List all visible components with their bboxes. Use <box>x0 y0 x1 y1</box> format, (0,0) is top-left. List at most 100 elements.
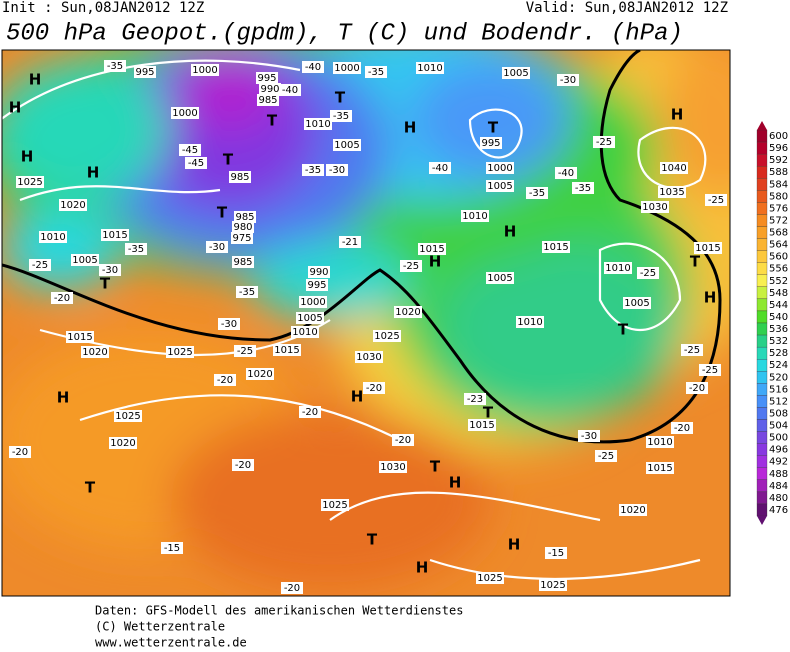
pressure-label: 1025 <box>167 347 192 358</box>
low-marker: T <box>618 321 629 339</box>
low-marker: T <box>223 151 234 169</box>
temperature-label: -35 <box>107 61 123 72</box>
temperature-label: -25 <box>237 346 253 357</box>
label-box <box>694 242 722 254</box>
scale-label: 548 <box>769 288 788 299</box>
label-box <box>705 194 727 206</box>
label-box <box>232 459 254 471</box>
temperature-label: -25 <box>708 195 724 206</box>
label-box <box>539 579 567 591</box>
label-box <box>234 345 256 357</box>
temperature-label: -35 <box>529 188 545 199</box>
temperature-label: -20 <box>235 460 251 471</box>
scale-label: 580 <box>769 191 788 202</box>
scale-label: 528 <box>769 348 788 359</box>
pressure-label: 995 <box>135 67 154 78</box>
temperature-label: -25 <box>684 345 700 356</box>
label-box <box>595 450 617 462</box>
scale-label: 572 <box>769 215 788 226</box>
temperature-label: -35 <box>575 183 591 194</box>
high-marker: H <box>351 388 364 406</box>
label-box <box>171 107 199 119</box>
low-marker: T <box>690 253 701 271</box>
temperature-label: -25 <box>596 137 612 148</box>
temperature-label: -40 <box>558 168 574 179</box>
scale-swatch <box>756 491 768 505</box>
label-box <box>604 262 632 274</box>
high-marker: H <box>704 289 717 307</box>
pressure-label: 995 <box>257 73 276 84</box>
scale-swatch <box>756 443 768 456</box>
high-marker: H <box>671 106 684 124</box>
scale-label: 520 <box>769 372 788 383</box>
scale-swatch <box>756 346 768 360</box>
scale-label: 524 <box>769 360 788 371</box>
label-box <box>273 344 301 356</box>
label-box <box>104 60 126 72</box>
scale-label: 536 <box>769 324 788 335</box>
scale-label: 488 <box>769 469 788 480</box>
pressure-label: 1025 <box>477 573 502 584</box>
scale-label: 508 <box>769 408 788 419</box>
scale-label: 560 <box>769 252 788 263</box>
scale-label: 532 <box>769 336 788 347</box>
temperature-label: -25 <box>640 268 656 279</box>
label-box <box>623 297 651 309</box>
label-box <box>326 164 348 176</box>
label-box <box>418 243 446 255</box>
pressure-label: 1005 <box>487 273 512 284</box>
pressure-label: 1025 <box>540 580 565 591</box>
label-box <box>365 66 387 78</box>
label-box <box>557 74 579 86</box>
label-box <box>461 210 489 222</box>
scale-swatch <box>756 141 768 155</box>
label-box <box>99 264 121 276</box>
label-box <box>229 171 251 183</box>
temperature-label: -15 <box>164 543 180 554</box>
label-box <box>256 72 278 84</box>
high-marker: H <box>508 536 521 554</box>
temperature-label: -15 <box>548 548 564 559</box>
pressure-label: 1010 <box>517 317 542 328</box>
temperature-label: -20 <box>302 407 318 418</box>
label-box <box>306 279 328 291</box>
label-box <box>526 187 548 199</box>
map-frame <box>1 49 731 597</box>
label-box <box>593 136 615 148</box>
label-box <box>660 162 688 174</box>
pressure-label: 1025 <box>322 500 347 511</box>
map-title: 500 hPa Geopot.(gpdm), T (C) und Bodendr… <box>6 20 683 47</box>
temperature-label: -45 <box>188 158 204 169</box>
pressure-label: 1020 <box>60 200 85 211</box>
label-box <box>555 167 577 179</box>
label-box <box>646 436 674 448</box>
pressure-label: 1000 <box>192 65 217 76</box>
label-box <box>502 67 530 79</box>
label-box <box>480 137 502 149</box>
pressure-label: 1010 <box>417 63 442 74</box>
label-box <box>416 62 444 74</box>
scale-label: 492 <box>769 457 788 468</box>
temperature-label: -21 <box>342 237 358 248</box>
label-box <box>66 331 94 343</box>
scale-arrow <box>757 516 767 525</box>
label-box <box>39 231 67 243</box>
temperature-label: -35 <box>368 67 384 78</box>
pressure-label: 980 <box>233 222 252 233</box>
pressure-label: 1015 <box>543 242 568 253</box>
pressure-label: 1025 <box>374 331 399 342</box>
scale-label: 484 <box>769 481 788 492</box>
scale-swatch <box>756 178 768 191</box>
label-box <box>114 410 142 422</box>
footer-line: www.wetterzentrale.de <box>95 636 247 649</box>
pressure-label: 1040 <box>661 163 686 174</box>
scale-swatch <box>756 322 768 336</box>
pressure-label: 1010 <box>305 119 330 130</box>
scale-arrow <box>757 121 767 130</box>
scale-swatch <box>756 467 768 480</box>
scale-swatch <box>756 431 768 444</box>
label-box <box>206 241 228 253</box>
label-box <box>578 430 600 442</box>
temperature-label: -30 <box>209 242 225 253</box>
pressure-label: 1010 <box>462 211 487 222</box>
